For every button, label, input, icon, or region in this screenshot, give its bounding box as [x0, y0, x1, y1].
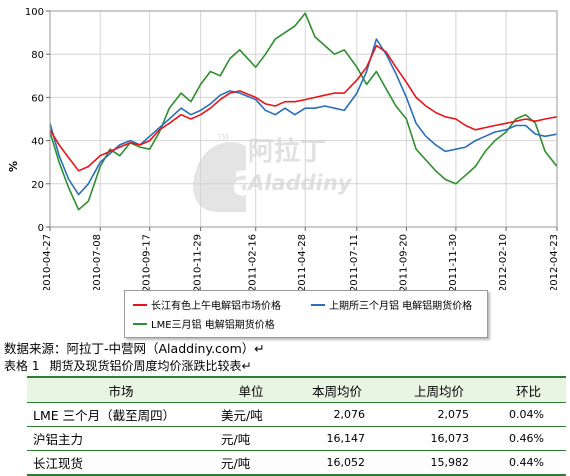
table-caption: 表格 1 期货及现货铝价周度均价涨跌比较表↵: [4, 357, 262, 374]
header-unit: 单位: [215, 376, 287, 403]
y-tick-label: 80: [31, 50, 44, 61]
x-tick-label: 2011-07-11: [349, 234, 360, 290]
legend-item-shfe: 上期所三个月铝 电解铝期货价格: [311, 297, 472, 312]
table-caption-text: 期货及现货铝价周度均价涨跌比较表↵: [49, 359, 252, 373]
cell-this-week: 16,147: [287, 426, 387, 451]
y-tick-label: 60: [31, 93, 44, 104]
x-tick-label: 2012-02-10: [498, 234, 509, 290]
cell-change: 0.04%: [491, 402, 566, 427]
table-row: 沪铝主力 元/吨 16,147 16,073 0.46%: [27, 426, 566, 451]
x-tick-label: 2011-02-16: [248, 234, 259, 290]
legend-swatch-blue: [311, 303, 325, 306]
legend-item-changjiang: 长江有色上午电解铝市场价格: [133, 297, 281, 312]
aladdiny-watermark-logo: a 阿拉丁 Aladdiny TM: [192, 133, 353, 212]
legend-swatch-green: [133, 322, 147, 325]
chart-legend: 长江有色上午电解铝市场价格 上期所三个月铝 电解铝期货价格 LME三月铝 电解铝…: [124, 290, 488, 338]
x-tick-label: 2010-07-08: [92, 234, 103, 290]
svg-text:Aladdiny: Aladdiny: [246, 171, 353, 195]
y-axis-label: %: [7, 161, 20, 172]
cell-unit: 元/吨: [215, 450, 287, 476]
x-tick-label: 2012-04-23: [549, 234, 560, 290]
y-tick-label: 20: [31, 180, 44, 191]
cell-this-week: 16,052: [287, 450, 387, 476]
x-tick-label: 2010-04-27: [42, 234, 53, 290]
plot-area-border: [49, 10, 558, 228]
x-tick-label: 2011-09-20: [398, 234, 409, 290]
svg-text:阿拉丁: 阿拉丁: [248, 136, 326, 167]
x-tick-label: 2011-04-28: [297, 234, 308, 290]
cell-last-week: 2,075: [387, 402, 491, 427]
series-line-0: [49, 44, 558, 172]
cell-unit: 美元/吨: [215, 402, 287, 427]
cell-change: 0.44%: [491, 450, 566, 476]
price-comparison-table: 市场 单位 本周均价 上周均价 环比 LME 三个月（截至周四） 美元/吨 2,…: [27, 376, 566, 476]
legend-label: 长江有色上午电解铝市场价格: [151, 301, 281, 312]
data-source-note: 数据来源：阿拉丁-中营网（Aladdiny.com）↵: [4, 341, 265, 356]
cell-change: 0.46%: [491, 426, 566, 451]
x-tick-label: 2010-11-29: [193, 234, 204, 290]
cell-last-week: 16,073: [387, 426, 491, 451]
header-change: 环比: [491, 376, 566, 403]
y-tick-label: 100: [25, 7, 44, 18]
cell-market: 长江现货: [27, 450, 215, 476]
header-last-week: 上周均价: [387, 376, 491, 403]
x-tick-label: 2010-09-17: [142, 234, 153, 290]
header-market: 市场: [27, 376, 215, 403]
series-line-1: [49, 38, 558, 196]
svg-text:a: a: [232, 155, 262, 206]
legend-swatch-red: [133, 303, 147, 306]
chart-series: [49, 12, 558, 211]
cell-last-week: 15,982: [387, 450, 491, 476]
table-caption-label: 表格 1: [4, 359, 40, 373]
x-tick-label: 2011-11-30: [448, 234, 459, 290]
y-tick-label: 40: [31, 137, 44, 148]
cell-this-week: 2,076: [287, 402, 387, 427]
legend-item-lme: LME三月铝 电解铝期货价格: [133, 316, 275, 331]
chart-axes: 0 20 40 60 80 100 2010-04-27 2010-07-08 2010-09-…: [25, 7, 560, 290]
table-row: LME 三个月（截至周四） 美元/吨 2,076 2,075 0.04%: [27, 402, 566, 427]
table-row: 长江现货 元/吨 16,052 15,982 0.44%: [27, 450, 566, 476]
cell-market: 沪铝主力: [27, 426, 215, 451]
price-line-chart: a 阿拉丁 Aladdiny TM 0 20 40 60 80 100 2010-04-27…: [7, 7, 560, 290]
y-tick-label: 0: [38, 223, 44, 234]
svg-text:TM: TM: [216, 133, 229, 142]
legend-label: LME三月铝 电解铝期货价格: [151, 320, 275, 331]
cell-unit: 元/吨: [215, 426, 287, 451]
cell-market: LME 三个月（截至周四）: [27, 402, 215, 427]
legend-label: 上期所三个月铝 电解铝期货价格: [329, 301, 473, 312]
header-this-week: 本周均价: [287, 376, 387, 403]
table-header-row: 市场 单位 本周均价 上周均价 环比: [27, 376, 566, 403]
